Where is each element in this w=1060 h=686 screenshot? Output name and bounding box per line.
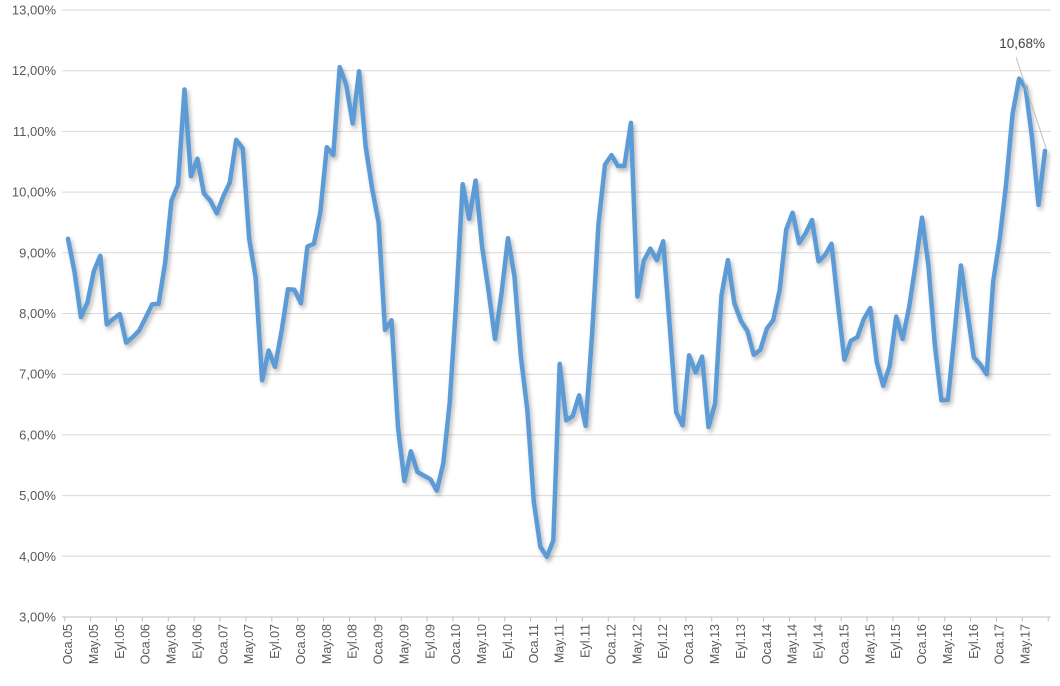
y-axis-label: 8,00% (19, 306, 56, 321)
x-axis-label: May.07 (242, 624, 256, 664)
y-axis-label: 9,00% (19, 245, 56, 260)
y-axis-label: 7,00% (19, 367, 56, 382)
x-axis-label: Oca.15 (837, 624, 851, 664)
x-axis-label: Eyl.13 (734, 624, 748, 659)
annotation-layer (1015, 56, 1047, 148)
x-axis-label: May.12 (630, 624, 644, 664)
y-axis-label: 13,00% (12, 3, 57, 18)
x-axis-label: Eyl.15 (889, 624, 903, 659)
x-axis-label: Oca.11 (527, 624, 541, 663)
x-axis-label: Oca.12 (604, 624, 618, 664)
axes (62, 616, 1051, 622)
series-line (65, 64, 1048, 560)
x-axis-label: Eyl.16 (967, 624, 981, 659)
x-axis-label: May.11 (553, 624, 567, 663)
axis-labels: 3,00% 4,00% 5,00% 6,00% 7,00% 8,00% 9,00% 10,00… (12, 3, 1033, 665)
x-axis-label: Eyl.10 (501, 624, 515, 659)
x-axis-label: Oca.09 (372, 624, 386, 664)
x-axis-label: Oca.14 (760, 624, 774, 664)
x-axis-label: Eyl.14 (812, 624, 826, 659)
y-axis-label: 12,00% (12, 63, 57, 78)
y-axis-label: 10,00% (12, 185, 57, 200)
x-axis-label: Oca.07 (216, 624, 230, 664)
x-axis-label: Eyl.09 (423, 624, 437, 659)
annotation-leader-line (1015, 56, 1047, 148)
x-axis-label: May.14 (786, 624, 800, 664)
x-axis-label: May.13 (708, 624, 722, 664)
x-axis-label: Eyl.06 (190, 624, 204, 659)
x-axis-label: May.15 (863, 624, 877, 664)
x-axis-label: Oca.13 (682, 624, 696, 664)
x-axis-label: May.08 (320, 624, 334, 664)
x-axis-label: Eyl.12 (656, 624, 670, 659)
x-axis-label: May.10 (475, 624, 489, 664)
y-axis-label: 5,00% (19, 488, 56, 503)
x-axis-label: May.09 (397, 624, 411, 664)
y-axis-label: 6,00% (19, 427, 56, 442)
x-axis-label: Oca.05 (61, 624, 75, 664)
x-axis-label: Eyl.05 (113, 624, 127, 659)
x-axis-label: Oca.08 (294, 624, 308, 664)
x-axis-label: May.16 (941, 624, 955, 664)
x-axis-label: May.06 (165, 624, 179, 664)
x-axis-label: Oca.17 (993, 624, 1007, 664)
x-axis-label: May.17 (1019, 624, 1033, 664)
x-axis-label: Oca.10 (449, 624, 463, 664)
y-axis-label: 11,00% (13, 124, 57, 139)
x-axis-label: Eyl.08 (346, 624, 360, 659)
x-axis-label: Eyl.07 (268, 624, 282, 659)
x-axis-label: May.05 (87, 624, 101, 664)
annotation-label: 10,68% (999, 36, 1045, 51)
x-axis-label: Eyl.11 (579, 624, 593, 658)
y-axis-label: 4,00% (19, 549, 56, 564)
y-axis-label: 3,00% (19, 610, 56, 625)
data-series (65, 64, 1048, 560)
x-axis-label: Oca.06 (139, 624, 153, 664)
x-axis-label: Oca.16 (915, 624, 929, 664)
